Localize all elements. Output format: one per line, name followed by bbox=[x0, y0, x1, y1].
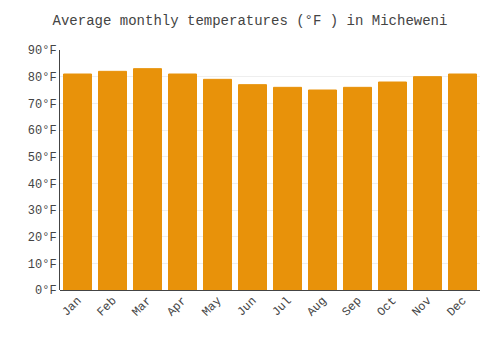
svg-text:40°F: 40°F bbox=[28, 178, 57, 192]
svg-text:Jun: Jun bbox=[234, 294, 259, 319]
svg-text:60°F: 60°F bbox=[28, 124, 57, 138]
svg-text:10°F: 10°F bbox=[28, 258, 57, 272]
svg-text:Aug: Aug bbox=[304, 294, 329, 319]
svg-text:Sep: Sep bbox=[339, 294, 364, 319]
svg-text:Feb: Feb bbox=[94, 294, 119, 319]
svg-text:0°F: 0°F bbox=[35, 284, 57, 298]
svg-text:20°F: 20°F bbox=[28, 231, 57, 245]
svg-text:Dec: Dec bbox=[444, 294, 469, 319]
svg-text:Jul: Jul bbox=[269, 294, 294, 319]
svg-text:30°F: 30°F bbox=[28, 204, 57, 218]
svg-text:80°F: 80°F bbox=[28, 71, 57, 85]
svg-text:90°F: 90°F bbox=[28, 44, 57, 58]
svg-text:Average monthly temperatures (: Average monthly temperatures (°F ) in Mi… bbox=[53, 13, 448, 29]
svg-text:Apr: Apr bbox=[164, 294, 189, 319]
svg-text:Mar: Mar bbox=[129, 294, 154, 319]
svg-text:Jan: Jan bbox=[59, 294, 84, 319]
svg-text:70°F: 70°F bbox=[28, 98, 57, 112]
svg-text:Oct: Oct bbox=[374, 294, 399, 319]
svg-text:Nov: Nov bbox=[409, 294, 434, 319]
svg-text:50°F: 50°F bbox=[28, 151, 57, 165]
svg-text:May: May bbox=[199, 294, 224, 319]
